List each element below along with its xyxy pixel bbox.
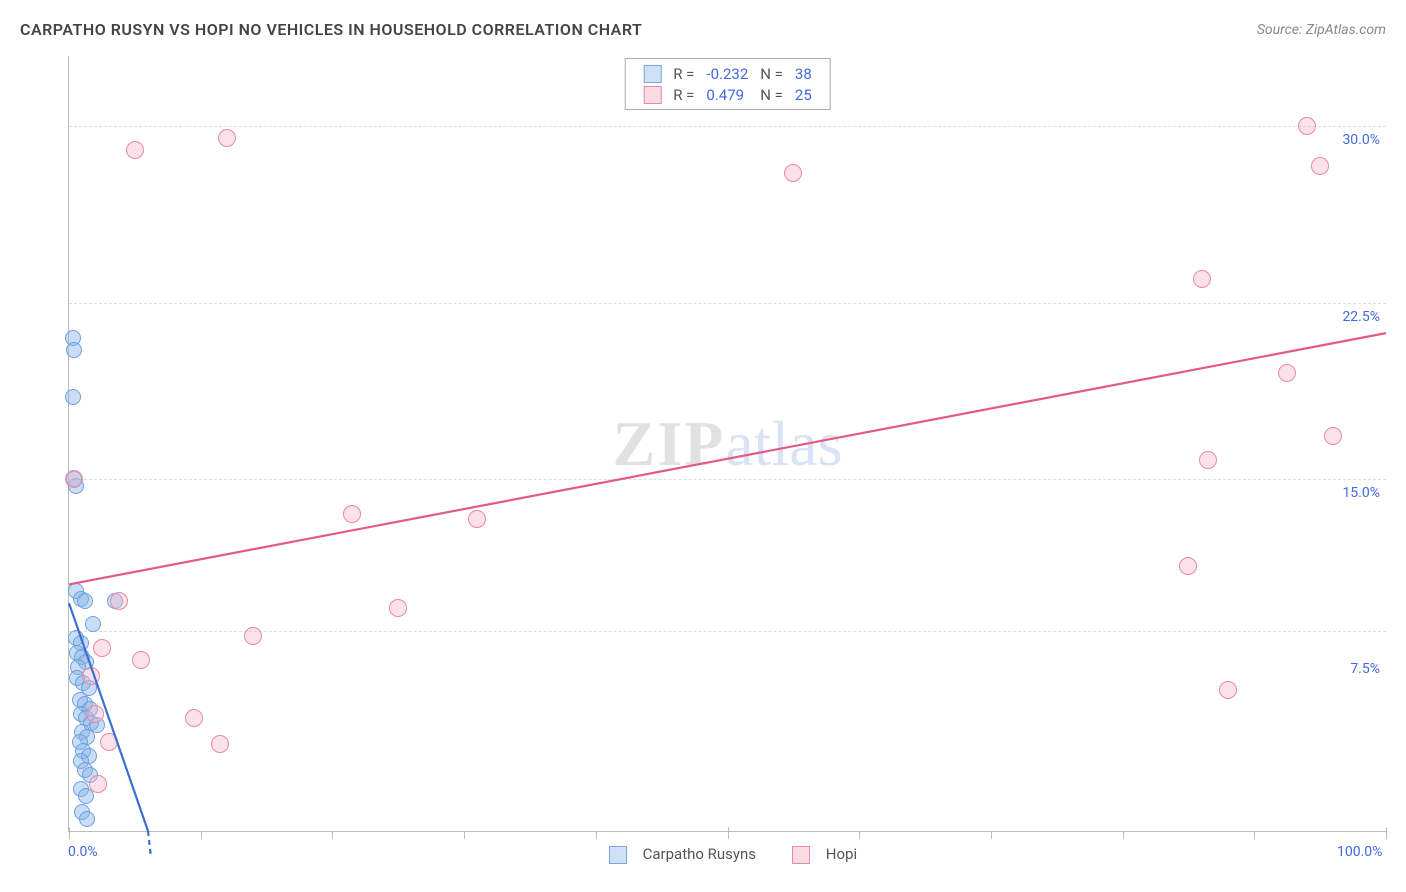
x-tick: [1386, 827, 1387, 839]
legend-swatch: [643, 65, 661, 83]
x-tick-label: 0.0%: [68, 844, 98, 860]
legend-swatch: [792, 846, 810, 864]
x-tick: [332, 831, 333, 839]
x-tick: [596, 831, 597, 839]
legend-swatch: [643, 86, 661, 104]
x-tick-label: 100.0%: [1337, 844, 1382, 860]
trend-line: [69, 603, 148, 831]
legend-swatch: [609, 846, 627, 864]
series-legend: Carpatho Rusyns Hopi: [68, 845, 1386, 864]
legend-row: R =0.479N =25: [637, 84, 818, 105]
x-tick: [464, 831, 465, 839]
x-tick: [991, 831, 992, 839]
trend-line: [69, 333, 1386, 584]
trend-lines: [69, 56, 1386, 831]
chart-title: CARPATHO RUSYN VS HOPI NO VEHICLES IN HO…: [20, 20, 642, 39]
x-tick: [1123, 831, 1124, 839]
legend-item: Carpatho Rusyns: [597, 845, 756, 863]
x-tick: [1254, 831, 1255, 839]
scatter-plot: ZIPatlas R =-0.232N =38R =0.479N =25 7.5…: [68, 56, 1386, 832]
x-tick: [859, 831, 860, 839]
correlation-legend: R =-0.232N =38R =0.479N =25: [624, 58, 831, 110]
plot-container: No Vehicles in Household ZIPatlas R =-0.…: [20, 56, 1386, 872]
legend-item: Hopi: [780, 845, 857, 863]
legend-row: R =-0.232N =38: [637, 63, 818, 84]
x-tick: [201, 831, 202, 839]
chart-source: Source: ZipAtlas.com: [1257, 22, 1386, 38]
chart-header: CARPATHO RUSYN VS HOPI NO VEHICLES IN HO…: [20, 20, 1386, 39]
